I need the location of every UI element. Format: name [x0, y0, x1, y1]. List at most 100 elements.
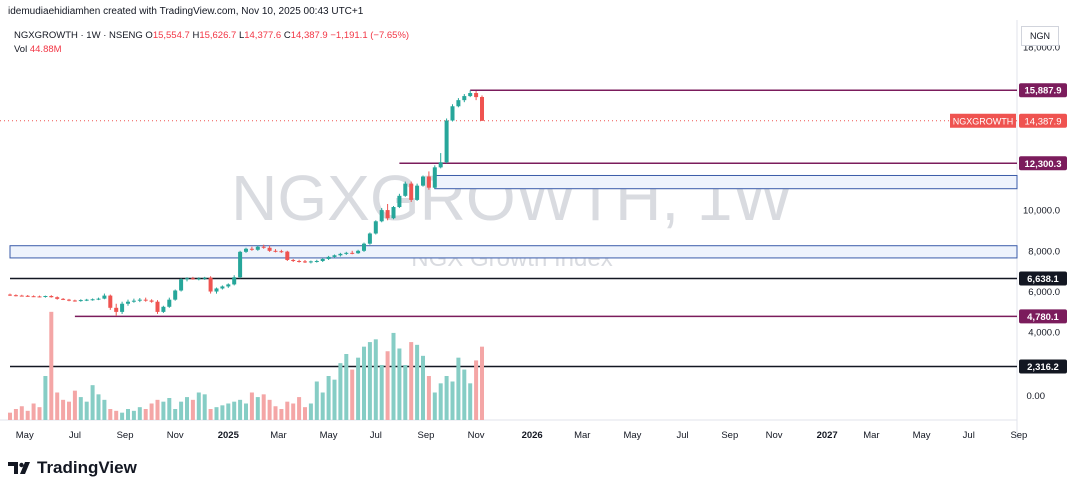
candle[interactable] [303, 259, 307, 264]
candle[interactable] [356, 249, 361, 254]
chart-canvas[interactable]: NGXGROWTH, 1W NGX Growth Index 15,887.91… [0, 20, 1080, 450]
candle[interactable] [161, 305, 166, 313]
candle[interactable] [314, 259, 319, 263]
volume-bar [84, 401, 89, 420]
candle[interactable] [190, 276, 195, 280]
candle[interactable] [267, 245, 272, 252]
level-price-label: 12,300.3 [1019, 156, 1067, 171]
candle[interactable] [320, 257, 325, 263]
candle[interactable] [373, 220, 378, 235]
volume-bar [297, 397, 302, 420]
candle[interactable] [403, 181, 408, 197]
candle[interactable] [126, 299, 130, 306]
candle[interactable] [49, 295, 54, 298]
candle[interactable] [291, 258, 296, 263]
candle[interactable] [208, 276, 213, 294]
candle[interactable] [385, 203, 390, 221]
candle[interactable] [326, 255, 331, 260]
candle[interactable] [19, 294, 24, 297]
candle[interactable] [196, 277, 201, 281]
volume-bar [143, 409, 148, 420]
candle[interactable] [421, 175, 425, 187]
candle[interactable] [72, 299, 77, 302]
volume-bar [161, 401, 166, 420]
candle[interactable] [391, 206, 396, 220]
volume-bar [19, 406, 24, 420]
open-value: 15,554.7 [152, 30, 190, 41]
candle[interactable] [84, 298, 89, 302]
candle[interactable] [131, 298, 136, 303]
support-zone[interactable] [434, 174, 1018, 190]
candle[interactable] [344, 251, 349, 255]
candle[interactable] [61, 298, 66, 301]
candle[interactable] [432, 165, 437, 189]
candle[interactable] [114, 303, 119, 316]
candle[interactable] [155, 300, 160, 314]
candle[interactable] [409, 181, 414, 202]
candle[interactable] [426, 171, 431, 190]
candle[interactable] [379, 208, 384, 223]
candle[interactable] [238, 250, 243, 279]
candle[interactable] [90, 298, 95, 301]
volume-bar [196, 392, 201, 420]
volume-bar [285, 401, 290, 420]
candle[interactable] [43, 295, 48, 298]
candle[interactable] [96, 297, 101, 301]
candle[interactable] [8, 293, 12, 297]
candle[interactable] [397, 193, 402, 209]
support-zone[interactable] [9, 245, 1018, 259]
candle[interactable] [297, 259, 302, 263]
candle[interactable] [226, 283, 231, 288]
candle[interactable] [261, 244, 266, 249]
candle[interactable] [273, 249, 278, 253]
volume-bar [185, 397, 189, 420]
candle[interactable] [456, 98, 461, 108]
volume-bar [303, 407, 307, 420]
volume-bar [314, 381, 319, 420]
candle[interactable] [444, 118, 449, 164]
candle[interactable] [108, 294, 113, 310]
candle[interactable] [249, 246, 254, 251]
candle[interactable] [137, 298, 142, 303]
candle[interactable] [415, 183, 420, 201]
candle[interactable] [67, 298, 71, 302]
candle[interactable] [279, 249, 284, 253]
volume-bar [202, 394, 207, 420]
candle[interactable] [55, 296, 60, 300]
candle[interactable] [37, 295, 42, 298]
currency-label[interactable]: NGN [1021, 26, 1059, 46]
x-tick-label: Mar [863, 430, 879, 441]
candle[interactable] [450, 104, 455, 122]
candle[interactable] [462, 94, 467, 103]
candle[interactable] [149, 299, 154, 303]
candle[interactable] [31, 295, 36, 298]
candle[interactable] [185, 277, 189, 282]
candle[interactable] [143, 297, 148, 302]
candle[interactable] [120, 301, 125, 314]
candle[interactable] [255, 245, 260, 251]
candle[interactable] [362, 242, 366, 252]
candle[interactable] [285, 250, 290, 261]
candle[interactable] [244, 247, 248, 253]
candle[interactable] [102, 293, 107, 300]
candle[interactable] [214, 287, 219, 294]
candle[interactable] [173, 289, 178, 301]
candle[interactable] [338, 252, 343, 257]
candle[interactable] [78, 299, 83, 302]
candle[interactable] [167, 297, 172, 308]
candle[interactable] [179, 278, 184, 292]
candle[interactable] [202, 276, 207, 280]
volume-bar [67, 401, 71, 420]
candle[interactable] [220, 285, 225, 290]
candle[interactable] [332, 254, 337, 258]
candle[interactable] [308, 260, 313, 264]
candle[interactable] [480, 95, 484, 121]
candle[interactable] [13, 294, 18, 297]
candle[interactable] [438, 153, 443, 169]
candle[interactable] [468, 90, 473, 98]
candle[interactable] [367, 232, 372, 245]
candle[interactable] [350, 250, 355, 255]
candle[interactable] [232, 275, 237, 286]
candle[interactable] [474, 90, 479, 101]
candle[interactable] [25, 294, 30, 297]
